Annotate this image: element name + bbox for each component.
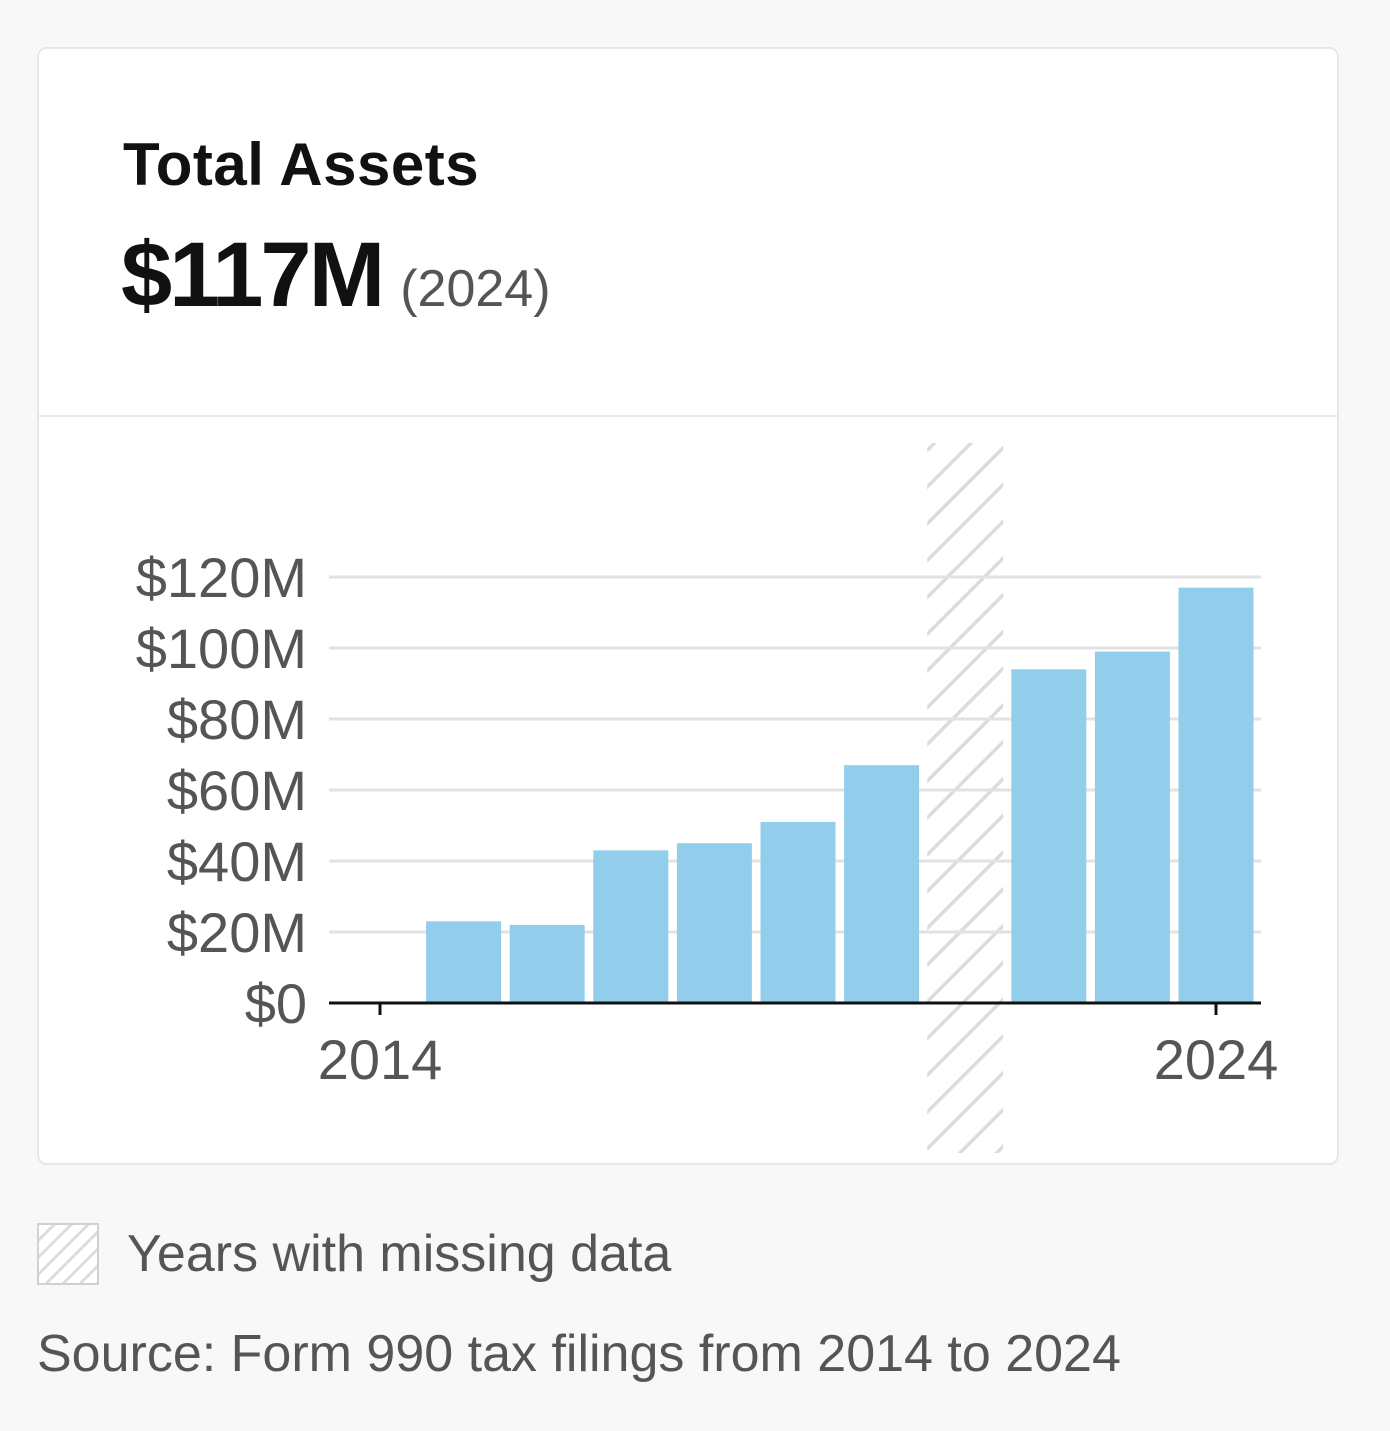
bar-2022 [1011,669,1087,1003]
y-tick-label: $80M [167,688,307,751]
x-tick-label: 2024 [1154,1028,1279,1091]
headline-value: $117M (2024) [121,229,551,321]
bar-2023 [1094,651,1170,1003]
y-tick-label: $60M [167,759,307,822]
total-assets-bar-chart: $0 $20M $40M $60M $80M $100M $120M 2014 2024 [136,443,1279,1153]
card-header: Total Assets $117M (2024) [39,49,1337,417]
x-tick-label: 2014 [318,1028,443,1091]
bar-2015 [426,921,502,1003]
y-tick-label: $40M [167,830,307,893]
missing-data-label: Years with missing data [127,1225,672,1283]
bar-2024 [1178,587,1254,1003]
bar-2018 [676,843,752,1003]
bar-2016 [509,924,585,1003]
y-tick-label: $0 [245,972,307,1035]
y-tick-label: $100M [136,617,307,680]
card-title: Total Assets [123,131,480,198]
chart-legend: Years with missing data [37,1222,671,1286]
missing-data-swatch [37,1223,99,1285]
total-assets-card: Total Assets $117M (2024) $0 $20M $40M $60M $… [37,47,1339,1165]
y-tick-label: $20M [167,901,307,964]
total-assets-year: (2024) [400,260,551,318]
missing-data-band-2021 [927,443,1004,1153]
total-assets-value: $117M [121,224,385,326]
y-tick-label: $120M [136,546,307,609]
source-note: Source: Form 990 tax filings from 2014 t… [37,1325,1121,1383]
bar-2020 [844,765,920,1003]
bar-2017 [593,850,669,1003]
bar-2019 [760,821,836,1003]
